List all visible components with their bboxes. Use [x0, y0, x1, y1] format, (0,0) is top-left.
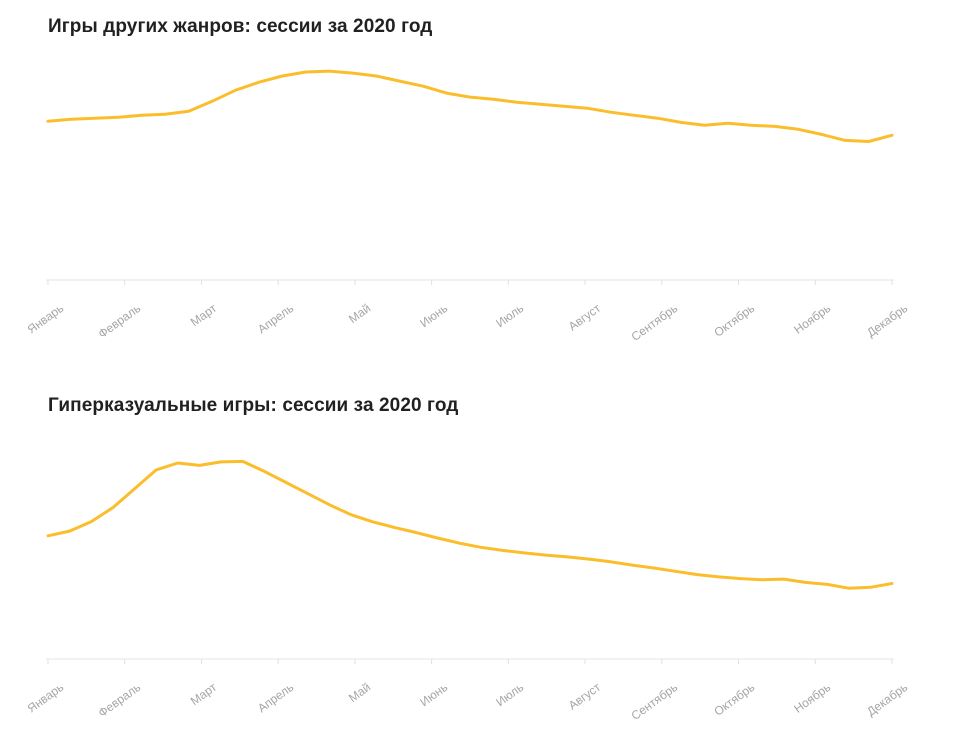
- month-label-3: Март: [188, 301, 220, 330]
- x-axis-labels-other-genres: Январь Февраль Март Апрель Май Июнь Июль Август…: [0, 289, 960, 359]
- month-label-6: Июнь: [416, 680, 450, 710]
- month-label-12: Декабрь: [864, 680, 911, 719]
- month-label-10: Октябрь: [710, 301, 757, 340]
- month-label-7: Июль: [493, 301, 527, 331]
- month-label-6: Июнь: [416, 301, 450, 331]
- line-chart-hypercasual: [46, 459, 894, 664]
- month-label-4: Апрель: [255, 680, 297, 716]
- sessions-line-series: [46, 459, 894, 590]
- month-label-2: Февраль: [95, 301, 143, 341]
- month-label-3: Март: [188, 680, 220, 709]
- month-label-5: Май: [345, 301, 374, 327]
- chart-title-other-genres: Игры других жанров: сессии за 2020 год: [48, 16, 433, 37]
- month-label-2: Февраль: [95, 680, 143, 720]
- month-label-5: Май: [345, 680, 374, 706]
- month-label-11: Ноябрь: [791, 680, 834, 716]
- month-label-9: Сентябрь: [628, 301, 681, 344]
- line-chart-other-genres: [46, 69, 894, 285]
- x-axis-labels-hypercasual: Январь Февраль Март Апрель Май Июнь Июль Август…: [0, 668, 960, 738]
- chart-section-hypercasual: Гиперказуальные игры: сессии за 2020 год…: [0, 379, 960, 738]
- month-label-4: Апрель: [255, 301, 297, 337]
- month-label-7: Июль: [493, 680, 527, 710]
- month-label-8: Август: [565, 680, 604, 713]
- month-label-12: Декабрь: [864, 301, 911, 340]
- month-label-1: Январь: [24, 680, 67, 716]
- sessions-line-series: [46, 69, 894, 143]
- month-label-1: Январь: [24, 301, 67, 337]
- chart-title-hypercasual: Гиперказуальные игры: сессии за 2020 год: [48, 395, 459, 416]
- month-label-9: Сентябрь: [628, 680, 681, 723]
- month-label-10: Октябрь: [710, 680, 757, 719]
- month-label-11: Ноябрь: [791, 301, 834, 337]
- chart-section-other-genres: Игры других жанров: сессии за 2020 год Я…: [0, 0, 960, 359]
- month-label-8: Август: [565, 301, 604, 334]
